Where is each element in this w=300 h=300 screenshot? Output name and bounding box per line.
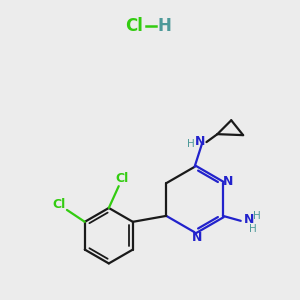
- Text: N: N: [223, 175, 233, 188]
- Text: Cl: Cl: [125, 17, 143, 35]
- Text: Cl: Cl: [115, 172, 128, 185]
- Text: N: N: [192, 231, 203, 244]
- Text: Cl: Cl: [52, 199, 66, 212]
- Text: H: H: [187, 139, 194, 149]
- Text: N: N: [244, 213, 254, 226]
- Text: H: H: [158, 17, 172, 35]
- Text: H: H: [253, 211, 260, 221]
- Text: N: N: [195, 135, 206, 148]
- Text: H: H: [249, 224, 256, 234]
